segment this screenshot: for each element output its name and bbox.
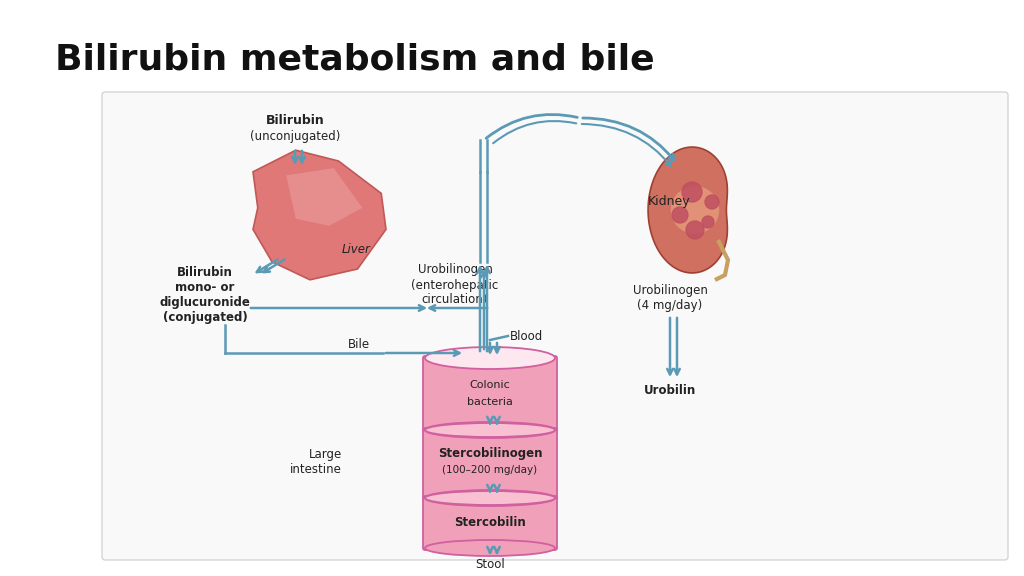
Text: Urobilinogen
(4 mg/day): Urobilinogen (4 mg/day) — [633, 284, 708, 312]
Text: Stool: Stool — [475, 559, 505, 571]
Ellipse shape — [425, 423, 555, 437]
Text: Colonic: Colonic — [470, 380, 510, 390]
Text: Bile: Bile — [348, 339, 370, 351]
Text: Stercobilinogen: Stercobilinogen — [437, 448, 543, 460]
Circle shape — [705, 195, 719, 209]
Text: Large
intestine: Large intestine — [290, 448, 342, 476]
Polygon shape — [253, 150, 386, 280]
FancyBboxPatch shape — [423, 356, 557, 432]
Circle shape — [702, 216, 714, 228]
Text: Stercobilin: Stercobilin — [454, 516, 526, 529]
FancyBboxPatch shape — [423, 428, 557, 500]
Polygon shape — [648, 147, 727, 273]
Text: bacteria: bacteria — [467, 397, 513, 407]
Text: Urobilinogen
(enterohepatic
circulation): Urobilinogen (enterohepatic circulation) — [412, 263, 499, 306]
Circle shape — [672, 207, 688, 223]
Ellipse shape — [425, 540, 555, 556]
Text: Liver: Liver — [342, 243, 371, 256]
Text: (unconjugated): (unconjugated) — [250, 130, 340, 143]
Ellipse shape — [425, 491, 555, 505]
Polygon shape — [287, 168, 362, 226]
Ellipse shape — [425, 490, 555, 506]
Circle shape — [682, 182, 702, 202]
Text: Bilirubin metabolism and bile: Bilirubin metabolism and bile — [55, 42, 654, 76]
Polygon shape — [671, 186, 719, 234]
FancyBboxPatch shape — [102, 92, 1008, 560]
Text: Kidney: Kidney — [648, 195, 690, 208]
Ellipse shape — [425, 347, 555, 369]
Text: Bilirubin: Bilirubin — [265, 114, 325, 127]
Circle shape — [686, 221, 705, 239]
Text: Blood: Blood — [510, 329, 544, 343]
Ellipse shape — [425, 422, 555, 438]
FancyBboxPatch shape — [423, 496, 557, 550]
Text: (100–200 mg/day): (100–200 mg/day) — [442, 465, 538, 475]
Text: Urobilin: Urobilin — [644, 384, 696, 396]
Text: Bilirubin
mono- or
diglucuronide
(conjugated): Bilirubin mono- or diglucuronide (conjug… — [160, 266, 251, 324]
